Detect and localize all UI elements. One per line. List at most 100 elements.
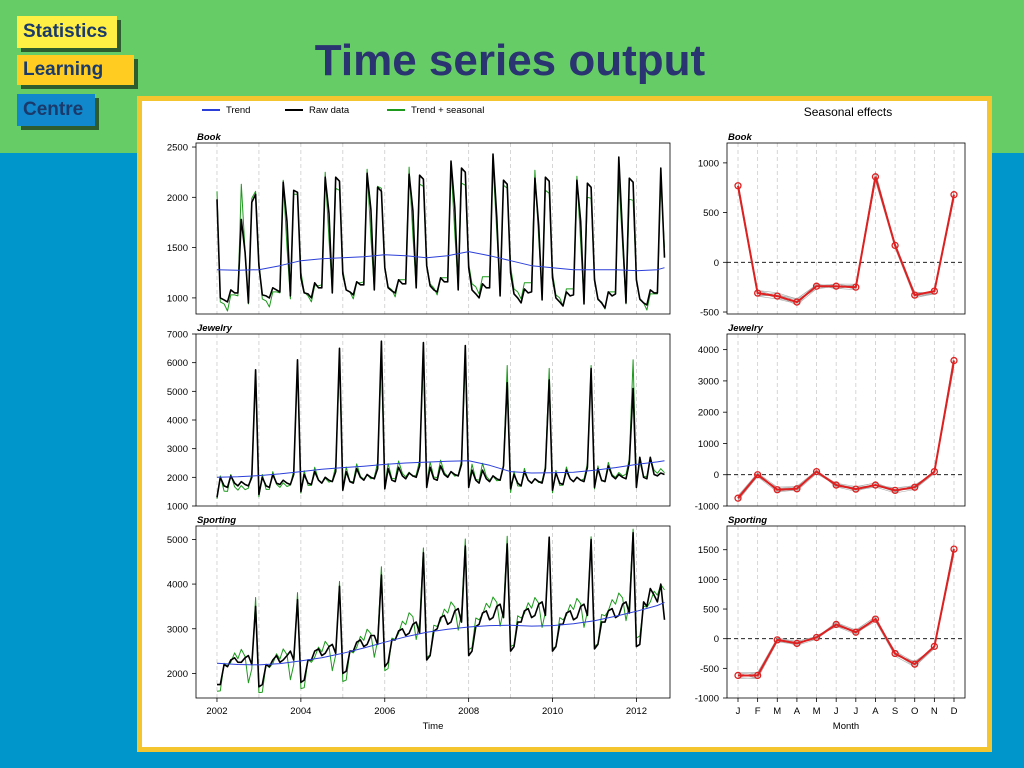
y-tick-label: 2000	[167, 473, 188, 484]
plot-frame	[195, 333, 671, 507]
seasonal-effect-point	[950, 356, 958, 365]
y-tick-label: -1000	[695, 694, 719, 705]
yearly-variation-line	[737, 354, 955, 498]
y-tick-label: 1000	[698, 439, 719, 450]
y-tick-label: 5000	[167, 387, 188, 398]
seasonal-effect-point	[930, 642, 939, 651]
series-trend	[216, 460, 665, 478]
y-tick-label: 0	[714, 634, 719, 645]
seasonal-effect-point	[812, 282, 821, 290]
yearly-variation-line	[737, 172, 955, 305]
plot-frame	[726, 333, 966, 507]
yearly-variation-line	[737, 172, 955, 306]
seasonal-effect-point	[852, 283, 860, 291]
plot-frame	[195, 142, 671, 315]
y-tick-label: 3000	[167, 444, 188, 455]
legend: Trend Raw data Trend + seasonal	[202, 105, 484, 116]
yearly-variation-line	[737, 172, 955, 300]
nav-centre-button[interactable]: Centre	[17, 94, 95, 126]
panel-title: Sporting	[197, 515, 236, 526]
seasonal-effect-point	[852, 628, 860, 636]
plot-frame	[195, 525, 671, 699]
seasonal-effect-point	[793, 639, 801, 648]
series-raw-data	[216, 153, 666, 309]
month-tick-label: M	[813, 706, 821, 717]
series-raw-data	[216, 340, 665, 498]
y-tick-label: 1000	[698, 575, 719, 586]
series-raw-data	[217, 531, 666, 688]
y-tick-label: -1000	[695, 502, 719, 513]
seasonal-effect-point	[891, 241, 899, 250]
seasonal-effect-point	[734, 182, 742, 190]
seasonal-effect-point	[930, 287, 939, 295]
month-tick-label: A	[794, 706, 801, 717]
y-tick-label: 6000	[167, 358, 188, 369]
legend-label: Trend	[226, 105, 250, 116]
y-tick-label: 0	[714, 470, 719, 481]
y-tick-label: 0	[714, 258, 719, 269]
seasonal-effect-point	[871, 481, 880, 489]
seasonal-effect-point	[773, 486, 781, 494]
plot-frame	[726, 525, 966, 699]
y-tick-label: 500	[703, 605, 719, 616]
seasonal-effect-point	[812, 633, 821, 642]
seasonal-effects-title: Seasonal effects	[804, 105, 893, 119]
x-tick-label: 2008	[458, 706, 479, 717]
seasonal-effect-point	[832, 620, 840, 629]
figure-frame: Trend Raw data Trend + seasonal Seasonal ef…	[137, 96, 992, 752]
y-tick-label: 7000	[167, 330, 188, 341]
nav-learning-button[interactable]: Learning	[17, 55, 134, 85]
y-tick-label: 4000	[167, 580, 188, 591]
month-tick-label: N	[931, 706, 938, 717]
seasonal-panel-sporting: Sporting -1000 -500 0 500 1000 1500 J F M A M J J A S O N…	[695, 515, 966, 732]
y-tick-label: 2500	[167, 143, 188, 154]
legend-label: Raw data	[309, 105, 350, 116]
legend-label: Trend + seasonal	[411, 105, 484, 116]
seasonal-effect-point	[911, 483, 919, 491]
y-tick-label: 2000	[167, 669, 188, 680]
seasonal-effect-point	[930, 467, 939, 476]
seasonal-panel-book: Book -500 0 500 1000	[698, 132, 966, 319]
y-tick-label: -500	[700, 664, 719, 675]
series-trend	[216, 601, 665, 666]
y-tick-label: 3000	[698, 376, 719, 387]
panel-title: Sporting	[728, 515, 767, 526]
y-tick-label: 2000	[167, 193, 188, 204]
x-tick-label: 2002	[206, 706, 227, 717]
seasonal-effect-point	[891, 649, 899, 658]
seasonal-effect-point	[773, 292, 781, 300]
y-tick-label: 1000	[698, 158, 719, 169]
seasonal-effect-point	[950, 545, 958, 553]
seasonal-effect-point	[753, 289, 762, 297]
seasonal-effect-line	[737, 176, 955, 304]
seasonal-effect-point	[734, 671, 742, 680]
seasonal-effect-point	[911, 660, 919, 668]
y-tick-label: 4000	[698, 345, 719, 356]
seasonal-effect-point	[950, 191, 958, 199]
panel-title: Jewelry	[728, 323, 764, 334]
x-tick-label: 2010	[542, 706, 563, 717]
page-title: Time series output	[314, 36, 706, 85]
panel-title: Jewelry	[197, 323, 233, 334]
yearly-variation-line	[737, 360, 955, 500]
seasonal-effect-point	[773, 636, 781, 644]
seasonal-effect-point	[832, 481, 840, 489]
seasonal-panel-jewelry: Jewelry -1000 0 1000 2000 3000 4000	[695, 323, 966, 513]
x-tick-label: 2012	[626, 706, 647, 717]
month-tick-label: J	[834, 706, 839, 717]
seasonal-effect-point	[793, 485, 801, 493]
month-tick-label: F	[755, 706, 761, 717]
x-tick-label: 2004	[290, 706, 311, 717]
panel-title: Book	[197, 132, 221, 143]
y-tick-label: 3000	[167, 624, 188, 635]
y-tick-label: 5000	[167, 535, 188, 546]
x-tick-label: 2006	[374, 706, 395, 717]
y-tick-label: 1500	[698, 545, 719, 556]
y-tick-label: 500	[703, 208, 719, 219]
yearly-variation-line	[737, 361, 955, 496]
nav-statistics-button[interactable]: Statistics	[17, 16, 117, 48]
yearly-variation-line	[737, 177, 955, 303]
seasonal-effect-line	[737, 360, 955, 499]
month-tick-label: S	[892, 706, 898, 717]
month-tick-label: J	[736, 706, 741, 717]
